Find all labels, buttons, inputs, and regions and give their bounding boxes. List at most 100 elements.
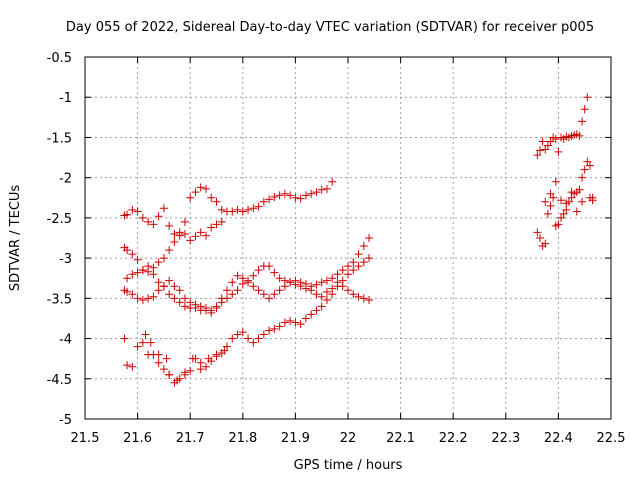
data-point [162,354,171,363]
data-point [554,147,563,156]
data-point [191,232,200,241]
data-point [233,286,242,295]
y-tick-label: -2 [59,172,72,187]
data-point [317,185,326,194]
y-tick-label: -1 [59,91,72,106]
x-tick-label: 22.1 [386,431,415,446]
data-point [212,197,221,206]
data-point [317,278,326,287]
data-point [312,188,321,197]
data-point [223,286,232,295]
data-point [238,328,247,337]
data-point [322,295,331,304]
data-point [123,274,132,283]
y-tick-label: -4 [59,333,72,348]
data-point [233,271,242,280]
data-point [196,228,205,237]
data-point [365,254,374,263]
data-point [328,290,337,299]
plot-frame [84,56,612,420]
data-point [557,196,566,205]
data-point [317,302,326,311]
data-point [265,294,274,303]
data-point [538,137,547,146]
data-point [212,352,221,361]
data-point [196,365,205,374]
data-point [165,370,174,379]
series-arc-f [141,330,229,385]
data-point [201,362,210,371]
data-point [580,105,589,114]
data-point [133,342,142,351]
y-tick-label: -2.5 [47,212,72,227]
y-tick-label: -4.5 [47,373,72,388]
data-point [349,258,358,267]
x-tick-label: 22.2 [439,431,468,446]
data-point [286,191,295,200]
data-point [270,290,279,299]
data-point [175,298,184,307]
data-point [149,220,158,229]
data-point [144,294,153,303]
data-point [541,145,550,154]
data-point [217,205,226,214]
data-point [328,274,337,283]
data-point [301,279,310,288]
data-point [249,271,258,280]
data-point [307,310,316,319]
data-point [201,231,210,240]
data-point [541,197,550,206]
data-point [228,290,237,299]
data-point [180,294,189,303]
data-point [238,274,247,283]
data-point [338,276,347,285]
data-point [191,300,200,309]
data-point [546,137,555,146]
data-point [359,242,368,251]
data-point [270,324,279,333]
data-point [572,207,581,216]
data-point [551,177,560,186]
data-point [322,184,331,193]
y-tick-label: -3.5 [47,292,72,307]
x-tick-label: 21.5 [71,431,100,446]
data-point [238,207,247,216]
data-point [365,234,374,242]
data-point [170,229,179,238]
data-point [159,204,168,213]
data-point [333,270,342,279]
data-point [249,338,258,347]
data-point [154,258,163,267]
data-point [228,278,237,287]
data-point [344,286,352,295]
data-point [349,266,358,275]
data-point [133,207,142,216]
data-point [265,326,274,335]
x-tick-labels: 21.5 21.6 21.7 21.8 21.9 22 22.1 22.2 22.3 22.4 22… [71,431,626,446]
data-point [546,189,555,198]
data-point [159,365,168,374]
x-tick-label: 21.7 [176,431,205,446]
data-point [207,193,216,202]
data-point [201,306,210,315]
data-point [354,262,363,271]
data-point [583,93,592,102]
x-tick-label: 21.6 [123,431,152,446]
data-point [154,358,163,367]
data-point [354,250,363,259]
data-point [265,262,274,271]
data-point [128,290,137,299]
data-point [191,188,200,197]
grid-lines [85,57,611,419]
x-tick-label: 22.3 [491,431,520,446]
data-point [149,292,158,301]
y-tick-label: -5 [59,413,72,428]
data-point [275,322,284,331]
data-point [180,217,189,226]
data-point [296,320,305,329]
data-point [186,366,195,375]
data-point [259,197,268,206]
data-point [212,220,221,229]
data-point [165,221,174,230]
